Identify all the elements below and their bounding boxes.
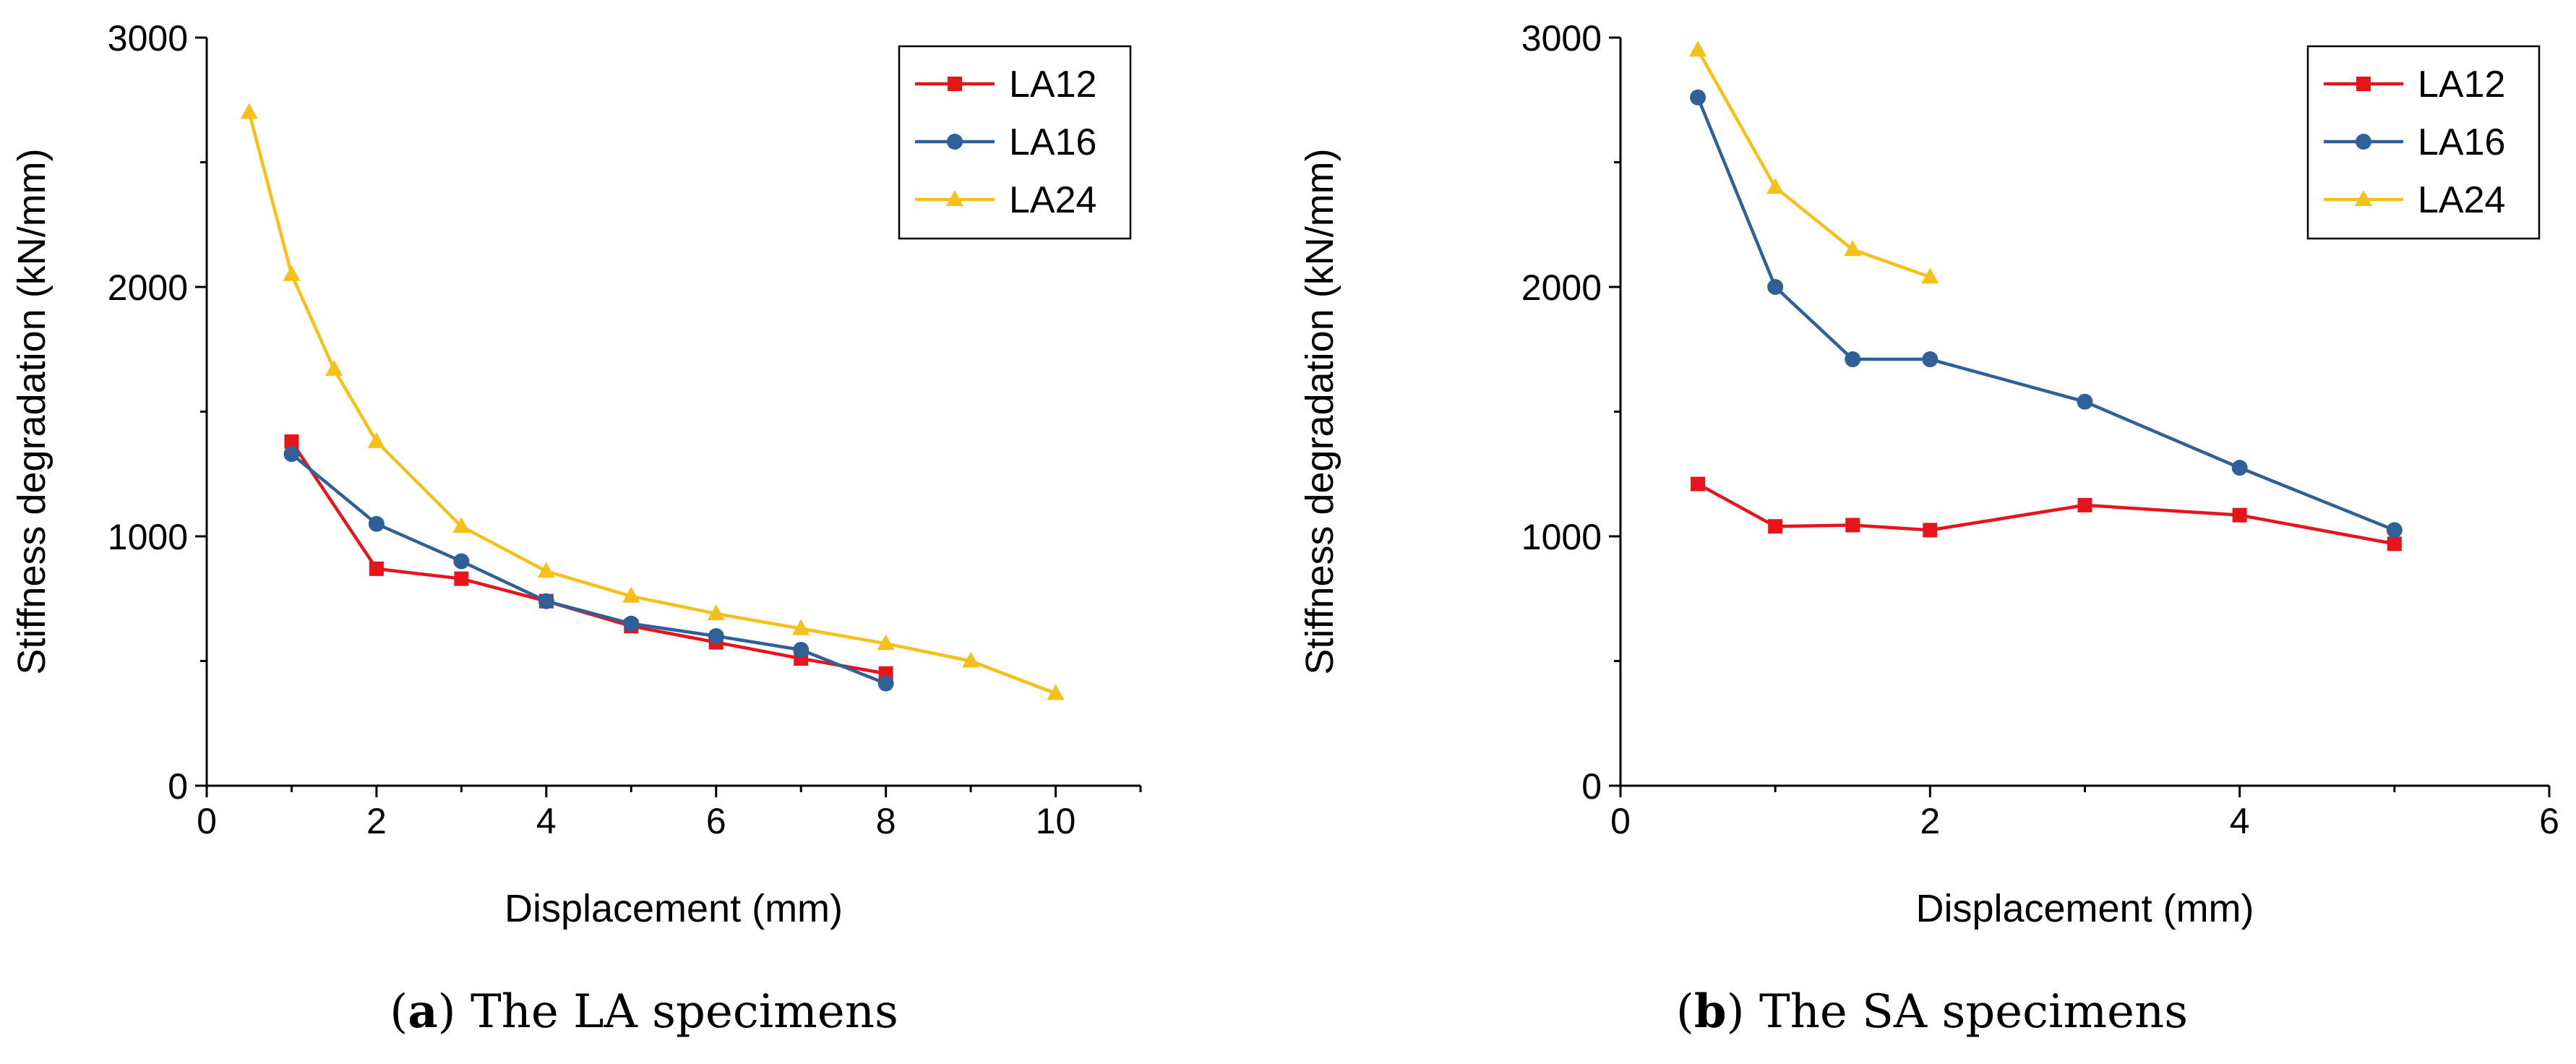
stiffness-chart-sa: 0 2 4 6 0 1000 2000 3000 Displacement (mm) Stiffn… [1298,18,2559,930]
x-tick-label: 4 [2230,801,2250,841]
legend-label-la24: LA24 [1009,179,1096,221]
x-tick-label: 4 [536,801,557,841]
chart-panel-a: 0 2 4 6 8 10 0 1000 2000 3000 Displacement (mm) Sti… [10,18,1142,1039]
data-point-la12 [1845,518,1860,533]
data-point-la16 [708,628,724,644]
caption-letter: a [408,984,438,1039]
data-point-la16 [2386,522,2403,539]
data-point-la16 [793,641,810,658]
y-axis-title: Stiffness degradation (kN/mm) [1298,148,1341,674]
data-point-la16 [1845,351,1861,368]
caption-a: (a) The LA specimens [390,984,898,1039]
data-point-la16 [877,675,894,692]
data-point-la16 [283,446,300,463]
data-point-la16 [1767,279,1784,295]
y-tick-label: 3000 [108,18,188,59]
data-point-la16 [2231,460,2248,476]
legend-label-la24: LA24 [2418,179,2505,221]
series-line-la16 [291,452,887,685]
caption-text: The SA specimens [1759,985,2189,1039]
data-point-la12 [1768,519,1783,534]
data-point-la24 [325,359,343,376]
data-point-la12 [2232,507,2247,523]
data-point-la12 [454,571,469,586]
series-line-la12 [1697,482,2395,546]
data-point-la24 [537,562,555,578]
data-point-la24 [1921,267,1939,284]
data-point-la24 [1047,684,1065,700]
data-point-la24 [367,432,385,448]
data-point-la24 [452,517,471,533]
data-point-la16 [368,515,385,532]
data-point-la24 [283,265,301,281]
data-point-la16 [623,615,640,632]
data-point-la24 [1766,178,1785,194]
legend-label-la16: LA16 [2418,121,2505,163]
x-tick-label: 0 [197,801,217,841]
data-point-la24 [707,604,725,620]
data-point-la16 [1690,89,1706,106]
caption-text: The LA specimens [470,985,898,1039]
data-point-la16 [1922,351,1939,368]
data-point-la12 [284,434,299,449]
data-point-la24 [792,619,810,635]
y-tick-label: 0 [168,766,188,807]
y-tick-label: 2000 [1521,267,1602,308]
x-tick-label: 6 [706,801,726,841]
x-tick-label: 2 [366,801,387,841]
legend-marker-la16 [947,134,963,150]
legend-marker-la24 [2355,190,2372,206]
chart-panel-b: 0 2 4 6 0 1000 2000 3000 Displacement (mm) Stiffn… [1288,0,2576,1064]
data-point-la12 [369,561,384,576]
x-tick-label: 10 [1036,801,1076,841]
legend-marker-la24 [946,190,963,206]
legend-box [898,45,1132,240]
legend-label-la12: LA12 [2418,64,2505,106]
data-point-la24 [877,634,895,651]
data-point-la12 [1923,523,1938,538]
y-tick-label: 0 [1581,766,1602,807]
legend-marker-la12 [2356,77,2371,91]
y-tick-label: 2000 [108,267,188,308]
x-axis-title: Displacement (mm) [505,887,843,930]
data-point-la12 [2387,536,2402,552]
series-line-la12 [290,440,887,675]
x-axis-title: Displacement (mm) [1915,887,2254,930]
data-point-la12 [2077,497,2092,512]
x-tick-label: 8 [876,801,896,841]
data-point-la24 [1689,40,1707,57]
data-point-la24 [1844,240,1862,257]
series-line-la16 [1696,96,2395,532]
caption-letter: b [1693,984,1727,1039]
data-point-la16 [2077,393,2093,410]
y-axis-title: Stiffness degradation (kN/mm) [10,148,53,674]
legend-label-la16: LA16 [1009,121,1096,163]
y-tick-label: 1000 [108,517,188,557]
stiffness-chart-la: 0 2 4 6 8 10 0 1000 2000 3000 Displacement (mm) Sti… [10,18,1142,930]
legend-label-la12: LA12 [1009,64,1096,106]
y-tick-label: 3000 [1521,18,1602,59]
x-tick-label: 6 [2539,801,2559,841]
x-tick-label: 2 [1920,801,1940,841]
y-tick-label: 1000 [1521,517,1602,557]
x-tick-label: 0 [1610,801,1631,841]
data-point-la16 [453,553,470,570]
series-line-la24 [1696,49,1931,279]
legend-marker-la12 [948,77,962,91]
data-point-la24 [962,651,980,668]
legend-marker-la16 [2356,134,2371,150]
data-point-la24 [240,103,258,119]
series-line-la24 [247,111,1057,695]
data-point-la12 [1691,476,1706,492]
data-point-la24 [622,586,640,603]
caption-b: (b) The SA specimens [1675,984,2189,1039]
data-point-la16 [538,593,554,609]
